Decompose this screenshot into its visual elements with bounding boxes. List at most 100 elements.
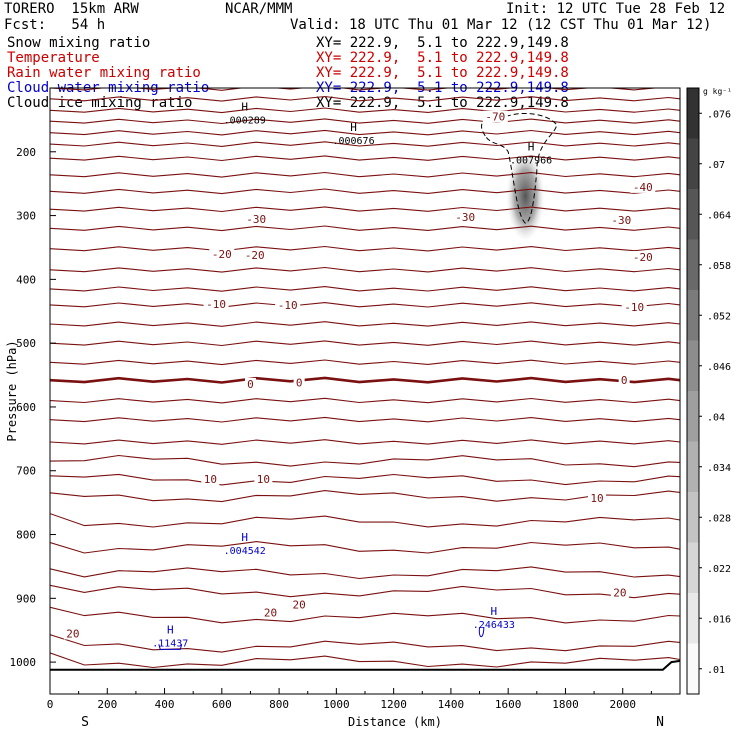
y-tick-label: 700 <box>16 465 36 478</box>
init-time: Init: 12 UTC Tue 28 Feb 12 <box>506 1 726 17</box>
contour-label-background <box>203 298 229 311</box>
plot-frame <box>49 87 681 695</box>
temperature-isotherm <box>50 473 680 486</box>
temperature-contour-label: 20 <box>66 627 79 640</box>
temperature-isotherm <box>50 584 680 599</box>
temperature-isotherm <box>50 302 680 308</box>
temperature-contour-label: 0 <box>621 374 628 387</box>
y-tick-label: 600 <box>16 401 36 414</box>
maximum-value-label: .004542 <box>224 546 266 557</box>
temperature-isotherm <box>50 490 680 503</box>
temperature-isotherm <box>50 416 680 423</box>
contour-label-background <box>618 374 630 387</box>
cloud-ice-contour <box>481 112 558 224</box>
temperature-isotherm <box>50 454 680 468</box>
cloud-water-contour <box>478 626 485 638</box>
contour-label-background <box>482 110 508 123</box>
contour-label-background <box>630 251 656 264</box>
temperature-contour-label: 10 <box>590 492 603 505</box>
temperature-isotherm <box>50 321 680 327</box>
temperature-contour-label: -20 <box>212 248 232 261</box>
x-axis-title: Distance (km) <box>348 715 442 729</box>
colorbar-tick-label: .028 <box>707 513 731 524</box>
cloud-water-contour <box>158 644 183 650</box>
temperature-isotherm <box>50 340 680 347</box>
contour-label-background <box>243 212 269 225</box>
contour-label-background <box>608 214 634 227</box>
colorbar-segment <box>687 391 699 442</box>
y-tick-label: 500 <box>16 337 36 350</box>
legend-field-name: Temperature <box>7 50 100 66</box>
temperature-isotherm <box>50 188 680 195</box>
x-tick-label: 1000 <box>323 698 350 711</box>
maximum-marker-letter: H <box>241 531 248 544</box>
contour-label-background <box>201 473 220 486</box>
contour-label-background <box>209 247 235 260</box>
colorbar-frame <box>686 87 700 695</box>
colorbar-segment <box>687 340 699 391</box>
temperature-isotherm <box>50 266 680 273</box>
colorbar-tick-label: .01 <box>707 665 725 676</box>
org-label: NCAR/MMM <box>225 1 293 17</box>
temperature-isotherm <box>50 541 680 554</box>
x-tick-label: 1200 <box>380 698 407 711</box>
contour-label-background <box>244 377 256 390</box>
temperature-isotherm <box>50 141 680 147</box>
contour-label-background <box>630 180 656 193</box>
temperature-contour-label: -30 <box>246 213 266 226</box>
temperature-contour-label: -30 <box>611 214 631 227</box>
colorbar-tick-label: .046 <box>707 362 731 373</box>
x-tick-label: 200 <box>97 698 117 711</box>
temperature-isotherm <box>50 439 680 445</box>
legend-field-name: Rain water mixing ratio <box>7 65 201 81</box>
y-axis-title: Pressure (hPa) <box>5 340 19 441</box>
right-endpoint-label: N <box>656 715 664 730</box>
legend-xy-range: XY= 222.9, 5.1 to 222.9,149.8 <box>316 35 569 51</box>
temperature-isotherm <box>50 206 680 213</box>
contour-label-background <box>452 210 478 223</box>
colorbar-tick-label: .04 <box>707 412 725 423</box>
maximum-value-label: .246433 <box>473 620 515 631</box>
colorbar-segment <box>687 542 699 593</box>
contour-label-background <box>254 473 273 486</box>
colorbar-segment <box>687 643 699 694</box>
maximum-value-label: .11437 <box>152 639 188 650</box>
maximum-marker-letter: H <box>167 624 174 637</box>
colorbar-tick-label: .022 <box>707 564 731 575</box>
y-tick-label: 400 <box>16 273 36 286</box>
contour-label-background <box>293 376 305 389</box>
x-tick-label: 600 <box>212 698 232 711</box>
contour-label-background <box>242 249 268 262</box>
temperature-contour-label: 10 <box>257 473 270 486</box>
left-endpoint-label: S <box>81 715 89 730</box>
y-tick-label: 800 <box>16 529 36 542</box>
snow-shading-plume <box>505 143 546 240</box>
temperature-isotherm <box>50 606 680 624</box>
colorbar-segment <box>687 88 699 139</box>
terrain-surface-line <box>50 659 681 671</box>
colorbar-segment <box>687 593 699 644</box>
maximum-marker-letter: H <box>491 605 498 618</box>
contour-label-background <box>610 586 629 599</box>
temperature-contour-label: 20 <box>613 587 626 600</box>
temperature-isotherm <box>50 634 680 653</box>
temperature-isotherm <box>50 107 680 114</box>
colorbar-segment <box>687 441 699 492</box>
temperature-contour-label: 10 <box>204 473 217 486</box>
contour-label-background <box>587 492 606 505</box>
valid-time: Valid: 18 UTC Thu 01 Mar 12 (12 CST Thu … <box>290 17 712 33</box>
legend-xy-range: XY= 222.9, 5.1 to 222.9,149.8 <box>316 65 569 81</box>
temperature-isotherm <box>50 129 680 136</box>
y-tick-label: 200 <box>16 146 36 159</box>
colorbar-tick-label: .076 <box>707 109 731 120</box>
colorbar-tick-label: .07 <box>707 160 725 171</box>
x-tick-label: 1800 <box>552 698 579 711</box>
colorbar-tick-label: .052 <box>707 311 731 322</box>
temperature-isotherm <box>50 155 680 162</box>
temperature-isotherm <box>50 359 680 366</box>
temperature-isotherm <box>50 95 680 102</box>
maximum-marker-letter: H <box>350 121 357 134</box>
legend-xy-range: XY= 222.9, 5.1 to 222.9,149.8 <box>316 50 569 66</box>
x-tick-label: 1600 <box>495 698 522 711</box>
temperature-isotherm <box>50 245 680 252</box>
